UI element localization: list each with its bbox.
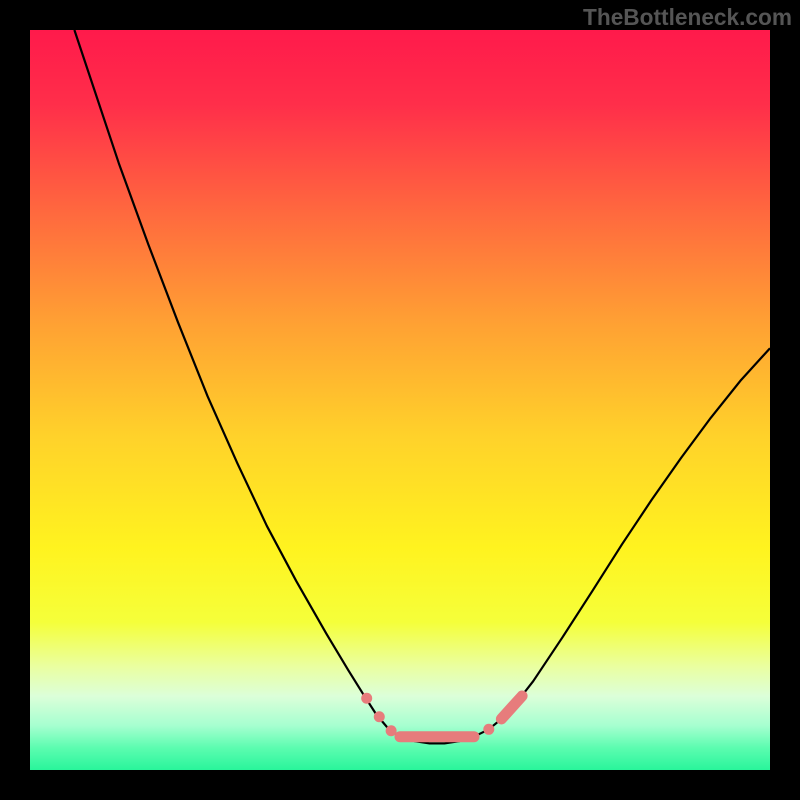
marker-dot-1 xyxy=(374,711,385,722)
series-bottleneck-curve xyxy=(74,30,770,743)
marker-dot-2 xyxy=(386,725,397,736)
marker-dot-0 xyxy=(361,693,372,704)
marker-dot-3 xyxy=(483,724,494,735)
chart-container: TheBottleneck.com xyxy=(0,0,800,800)
curve-layer xyxy=(30,30,770,770)
watermark-text: TheBottleneck.com xyxy=(583,4,792,31)
marker-segment-1 xyxy=(501,696,522,719)
plot-area xyxy=(30,30,770,770)
